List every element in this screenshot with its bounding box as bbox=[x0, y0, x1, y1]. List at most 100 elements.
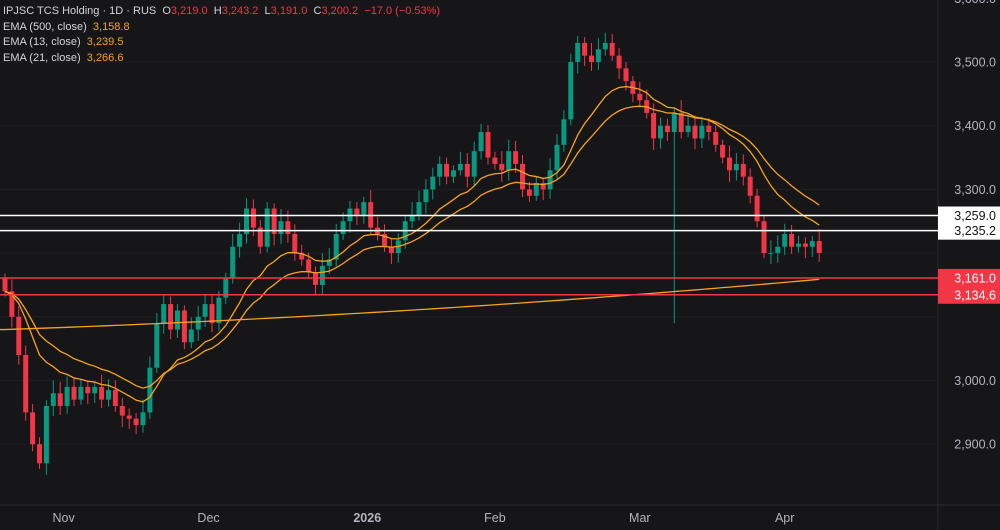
candle-body bbox=[112, 390, 118, 406]
candle-body bbox=[754, 195, 760, 222]
candle-body bbox=[706, 125, 712, 133]
candle-body bbox=[720, 144, 726, 158]
candle-body bbox=[471, 151, 477, 177]
candle-body bbox=[223, 278, 229, 298]
candle-body bbox=[740, 163, 746, 177]
candle-body bbox=[9, 291, 15, 317]
candle-body bbox=[727, 157, 732, 171]
candle-body bbox=[547, 170, 553, 190]
candle-body bbox=[85, 386, 91, 394]
x-tick-label: Feb bbox=[484, 511, 506, 525]
candle-body bbox=[520, 163, 525, 190]
candle-body bbox=[292, 233, 298, 254]
candle-body bbox=[451, 170, 456, 177]
candle-body bbox=[119, 405, 125, 416]
ema-21[interactable]: EMA (21, close) 3,266.6 bbox=[3, 51, 124, 64]
candle-body bbox=[333, 233, 339, 260]
candle-body bbox=[802, 243, 808, 247]
y-tick-label: 3,400.0 bbox=[954, 119, 996, 133]
candle-body bbox=[106, 390, 111, 400]
candle-body bbox=[64, 386, 70, 406]
price-line-label: 3,235.2 bbox=[954, 224, 996, 238]
candle-body bbox=[789, 233, 795, 247]
candle-body bbox=[299, 253, 305, 260]
candle-body bbox=[444, 163, 450, 177]
candle-body bbox=[492, 157, 498, 164]
price-label-bg bbox=[938, 206, 1000, 225]
candle-body bbox=[326, 259, 332, 266]
candle-body bbox=[713, 132, 719, 145]
candle-body bbox=[188, 329, 194, 343]
candle-body bbox=[230, 246, 236, 279]
candle-body bbox=[464, 163, 470, 177]
candle-body bbox=[216, 297, 222, 324]
candle-body bbox=[423, 189, 429, 203]
ema-500[interactable]: EMA (500, close) 3,158.8 bbox=[3, 20, 130, 33]
candle-body bbox=[340, 221, 346, 234]
candle-body bbox=[257, 227, 263, 247]
candle-body bbox=[126, 415, 132, 419]
y-tick-label: 3,500.0 bbox=[954, 56, 996, 70]
candle-body bbox=[589, 55, 594, 62]
ema-13[interactable]: EMA (13, close) 3,239.5 bbox=[3, 36, 124, 48]
candle-body bbox=[540, 183, 546, 190]
candle-body bbox=[582, 42, 588, 56]
candle-body bbox=[651, 112, 657, 139]
candle-body bbox=[526, 189, 532, 196]
candle-body bbox=[140, 412, 146, 426]
candle-body bbox=[796, 243, 801, 247]
price-label-bg bbox=[938, 285, 1000, 304]
candle-body bbox=[285, 221, 291, 234]
candle-body bbox=[388, 246, 394, 254]
candle-body bbox=[78, 386, 84, 400]
candle-body bbox=[71, 386, 77, 400]
candle-body bbox=[575, 42, 581, 62]
y-tick-label: 3,600.0 bbox=[954, 0, 996, 6]
candle-body bbox=[409, 214, 415, 222]
price-label-bg bbox=[938, 268, 1000, 287]
x-tick-label: Apr bbox=[775, 511, 794, 525]
candle-body bbox=[278, 221, 284, 234]
y-tick-label: 3,000.0 bbox=[954, 374, 996, 388]
candle-body bbox=[30, 412, 36, 445]
candle-body bbox=[768, 253, 774, 255]
y-tick-label: 2,900.0 bbox=[954, 438, 996, 452]
ema-21-line bbox=[4, 105, 820, 389]
candle-body bbox=[561, 119, 567, 145]
candle-body bbox=[2, 278, 8, 292]
candle-body bbox=[175, 310, 180, 330]
candle-body bbox=[16, 316, 22, 356]
candle-body bbox=[457, 163, 463, 171]
candle-body bbox=[209, 304, 215, 324]
legend: IPJSC TCS Holding · 1D · RUS O3,219.0 H3… bbox=[3, 4, 440, 66]
candle-body bbox=[161, 304, 167, 324]
candle-body bbox=[554, 144, 560, 171]
candle-body bbox=[678, 112, 684, 133]
candle-body bbox=[99, 386, 105, 400]
candle-body bbox=[685, 125, 691, 133]
change: −17.0 (−0.53%) bbox=[364, 5, 441, 17]
candle-body bbox=[699, 125, 705, 139]
candle-body bbox=[416, 202, 422, 215]
candle-body bbox=[609, 42, 615, 56]
symbol-ohlc: IPJSC TCS Holding · 1D · RUS O3,219.0 H3… bbox=[3, 5, 441, 17]
candle-body bbox=[816, 240, 822, 253]
candle-body bbox=[37, 444, 42, 464]
candle-body bbox=[271, 208, 277, 234]
symbol-title[interactable]: IPJSC TCS Holding · 1D · RUS bbox=[3, 5, 157, 17]
candle-body bbox=[361, 202, 367, 215]
ema-13-line bbox=[4, 85, 820, 403]
candle-body bbox=[354, 208, 360, 215]
ema-500-line bbox=[0, 278, 820, 331]
price-line-label: 3,259.0 bbox=[954, 209, 996, 223]
candle-body bbox=[195, 316, 201, 330]
candle-body bbox=[733, 163, 739, 171]
candle-body bbox=[430, 176, 436, 190]
candle-body bbox=[623, 68, 629, 82]
x-tick-label: Nov bbox=[53, 511, 76, 525]
candle-body bbox=[671, 112, 677, 133]
x-tick-label: Dec bbox=[197, 511, 219, 525]
candle-body bbox=[264, 208, 270, 247]
